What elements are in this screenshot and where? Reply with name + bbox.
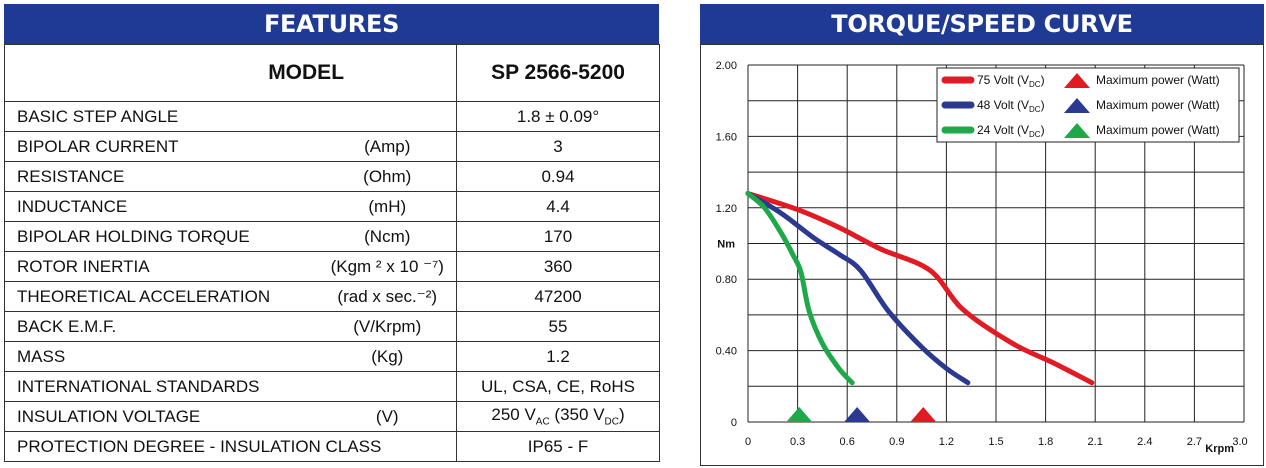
legend-marker-label: Maximum power (Watt)	[1096, 123, 1220, 137]
feature-value: 1.2	[456, 341, 660, 372]
model-row: MODEL SP 2566-5200	[5, 44, 660, 102]
feature-value: 0.94	[456, 161, 660, 192]
feature-unit: (rad x sec.⁻²)	[318, 281, 457, 312]
chart-series	[745, 191, 1095, 386]
table-row: BASIC STEP ANGLE 1.8 ± 0.09°	[4, 101, 660, 132]
series-line	[745, 191, 855, 386]
feature-unit: (V/Krpm)	[318, 311, 457, 342]
feature-unit: (Kgm ² x 10 ⁻⁷)	[318, 251, 457, 282]
feature-value: UL, CSA, CE, RoHS	[456, 371, 660, 402]
table-row: INSULATION VOLTAGE (V) 250 VAC (350 VDC)	[4, 401, 660, 432]
torque-speed-chart: 0 0.3 0.6 0.9 1.2 1.5 1.8 2.1 2.4 2.7 3.0 0 0.40 0.80…	[716, 60, 1248, 455]
max-power-marker	[910, 407, 937, 422]
legend-series-label: 48 Volt (VDC)	[977, 98, 1045, 114]
y-tick-label: 2.00	[716, 60, 737, 72]
chart-legend: 75 Volt (VDC) Maximum power (Watt) 48 Volt…	[936, 67, 1240, 143]
table-row: PROTECTION DEGREE - INSULATION CLASS IP65…	[4, 431, 660, 462]
chart-axes: 0 0.3 0.6 0.9 1.2 1.5 1.8 2.1 2.4 2.7 3.0 0 0.40 0.80…	[716, 60, 1248, 455]
legend-marker	[1064, 123, 1090, 138]
feature-value: 1.8 ± 0.09°	[456, 101, 660, 132]
legend-marker-label: Maximum power (Watt)	[1096, 73, 1220, 87]
series-line	[745, 191, 971, 386]
feature-unit	[318, 371, 457, 402]
feature-name: BIPOLAR HOLDING TORQUE	[4, 221, 319, 252]
table-row: RESISTANCE (Ohm) 0.94	[4, 161, 660, 192]
table-row: BACK E.M.F. (V/Krpm) 55	[4, 311, 660, 342]
model-value: SP 2566-5200	[456, 44, 660, 102]
x-tick-label: 1.5	[988, 436, 1003, 448]
feature-unit: (Ohm)	[318, 161, 457, 192]
feature-value: 4.4	[456, 191, 660, 222]
feature-name: THEORETICAL ACCELERATION	[4, 281, 319, 312]
legend-box	[936, 67, 1240, 143]
feature-name: INDUCTANCE	[4, 191, 319, 222]
model-label: MODEL	[268, 61, 345, 84]
feature-name: MASS	[4, 341, 319, 372]
x-tick-label: 1.2	[939, 436, 954, 448]
chart-title: TORQUE/SPEED CURVE	[700, 4, 1264, 44]
feature-unit: (Ncm)	[318, 221, 457, 252]
table-row: BIPOLAR HOLDING TORQUE (Ncm) 170	[4, 221, 660, 252]
feature-name: INSULATION VOLTAGE	[4, 401, 319, 432]
max-power-marker	[786, 407, 813, 422]
feature-name: BASIC STEP ANGLE	[4, 101, 319, 132]
feature-unit: (Amp)	[318, 131, 457, 162]
y-tick-label: 0.80	[716, 274, 737, 286]
features-table: MODEL SP 2566-5200 BASIC STEP ANGLE 1.8 ±…	[4, 44, 661, 462]
y-tick-label: 0	[731, 417, 737, 429]
x-tick-label: 2.7	[1187, 436, 1202, 448]
y-axis-label: Nm	[717, 239, 735, 251]
feature-unit: (V)	[318, 401, 457, 432]
x-tick-label: 0.6	[840, 436, 855, 448]
x-tick-label: 0.3	[790, 436, 805, 448]
features-header: FEATURES	[4, 4, 659, 44]
feature-name: BIPOLAR CURRENT	[4, 131, 319, 162]
feature-name: PROTECTION DEGREE - INSULATION CLASS	[4, 431, 381, 462]
chart-frame	[700, 44, 1264, 466]
x-tick-label: 0	[745, 436, 751, 448]
feature-unit	[318, 431, 457, 462]
y-tick-label: 1.20	[716, 203, 737, 215]
feature-value: IP65 - F	[456, 431, 660, 462]
y-tick-label: 1.60	[716, 131, 737, 143]
x-tick-label: 2.4	[1137, 436, 1152, 448]
feature-name: ROTOR INERTIA	[4, 251, 319, 282]
chart-markers	[786, 407, 937, 422]
x-tick-label: 0.9	[889, 436, 904, 448]
x-axis-label: Krpm	[1205, 443, 1234, 455]
x-tick-label: 1.8	[1038, 436, 1053, 448]
series-line	[745, 191, 1095, 386]
y-tick-label: 0.40	[716, 346, 737, 358]
legend-series-label: 24 Volt (VDC)	[977, 123, 1045, 139]
max-power-marker	[844, 407, 871, 422]
feature-name: INTERNATIONAL STANDARDS	[4, 371, 319, 402]
feature-value: 3	[456, 131, 660, 162]
table-row: INDUCTANCE (mH) 4.4	[4, 191, 660, 222]
feature-name: RESISTANCE	[4, 161, 319, 192]
table-row: INTERNATIONAL STANDARDS UL, CSA, CE, RoHS	[4, 371, 660, 402]
feature-name: BACK E.M.F.	[4, 311, 319, 342]
table-row: ROTOR INERTIA (Kgm ² x 10 ⁻⁷) 360	[4, 251, 660, 282]
legend-marker	[1064, 73, 1090, 88]
feature-unit: (mH)	[318, 191, 457, 222]
feature-value: 360	[456, 251, 660, 282]
feature-value: 55	[456, 311, 660, 342]
table-row: BIPOLAR CURRENT (Amp) 3	[4, 131, 660, 162]
feature-value: 250 VAC (350 VDC)	[456, 401, 660, 432]
table-row: THEORETICAL ACCELERATION (rad x sec.⁻²) 47…	[4, 281, 660, 312]
legend-series-label: 75 Volt (VDC)	[977, 73, 1045, 89]
legend-marker	[1064, 98, 1090, 113]
x-tick-label: 3.0	[1232, 436, 1247, 448]
x-tick-label: 2.1	[1088, 436, 1103, 448]
feature-value: 47200	[456, 281, 660, 312]
feature-unit	[318, 101, 457, 132]
table-row: MASS (Kg) 1.2	[4, 341, 660, 372]
legend-marker-label: Maximum power (Watt)	[1096, 98, 1220, 112]
feature-value: 170	[456, 221, 660, 252]
feature-unit: (Kg)	[318, 341, 457, 372]
